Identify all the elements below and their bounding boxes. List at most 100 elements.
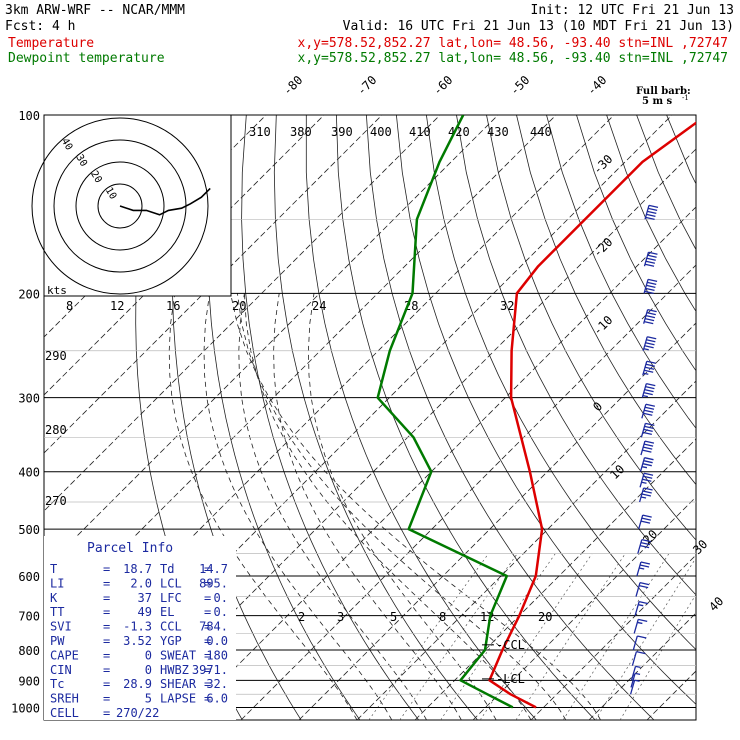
hodograph-frame bbox=[43, 114, 232, 297]
barb-legend-title: Full barb: bbox=[636, 86, 691, 97]
isotherm-label: -60 bbox=[430, 73, 455, 98]
parcel-equals: = bbox=[204, 605, 211, 619]
moist-adiabat bbox=[237, 293, 567, 720]
parcel-label: LAPSE bbox=[160, 692, 196, 706]
wind-barb bbox=[641, 383, 656, 398]
mixing-ratio-line bbox=[619, 593, 696, 720]
wind-barb-flag bbox=[645, 386, 655, 390]
parcel-value: 0. bbox=[214, 591, 228, 605]
wind-barb bbox=[630, 672, 641, 688]
mixing-ratio-line bbox=[515, 553, 626, 720]
dry-adiabat bbox=[697, 115, 740, 720]
hodograph-ring bbox=[97, 183, 143, 229]
parcel-label: CIN bbox=[50, 663, 72, 677]
wind-barb-staff bbox=[634, 601, 640, 616]
parcel-info-title: Parcel Info bbox=[87, 541, 173, 556]
wind-barb-flag bbox=[643, 443, 654, 447]
parcel-equals: = bbox=[204, 591, 211, 605]
parcel-equals: = bbox=[103, 605, 110, 619]
dry-adiabat bbox=[241, 115, 420, 720]
wind-barb bbox=[637, 538, 651, 554]
isotherm bbox=[44, 115, 557, 628]
wind-barb-flag bbox=[641, 538, 651, 543]
parcel-value: 0 bbox=[145, 663, 152, 677]
wind-barb bbox=[642, 360, 656, 376]
wind-barb-flag bbox=[647, 309, 657, 313]
parcel-value: 0. bbox=[214, 605, 228, 619]
mixing-ratio-line bbox=[562, 553, 670, 720]
temperature-profile bbox=[488, 121, 696, 709]
pressure-labels: 100 200 300 400 500 600 700 800 900 1000 bbox=[11, 109, 40, 715]
parcel-label: HWBZ bbox=[160, 663, 189, 677]
parcel-value: 5 bbox=[145, 692, 152, 706]
mixing-ratio-label: 20 bbox=[232, 299, 246, 313]
wind-barb-flag bbox=[639, 581, 650, 586]
parcel-label: SHEAR bbox=[160, 677, 197, 691]
wind-barb bbox=[640, 422, 655, 438]
wind-barb-flag bbox=[643, 412, 653, 416]
wind-barb-half-flag bbox=[639, 567, 645, 570]
moist-adiabat bbox=[273, 293, 462, 720]
isotherm-label: 40 bbox=[706, 594, 726, 614]
wind-barb-flag bbox=[645, 260, 656, 264]
forecast-hour: Fcst: 4 h bbox=[5, 19, 75, 34]
dry-adiabat bbox=[546, 115, 696, 429]
moist-adiabat bbox=[307, 293, 497, 720]
wind-barb bbox=[643, 309, 657, 325]
pressure-label-800: 800 bbox=[18, 644, 40, 658]
hodograph-ring bbox=[75, 161, 165, 251]
wind-barb-staff bbox=[636, 561, 642, 577]
moist-adiabat bbox=[230, 293, 601, 720]
wind-barb-staff bbox=[629, 680, 636, 695]
isotherm bbox=[44, 115, 383, 454]
theta-label-top: 430 bbox=[487, 125, 509, 139]
wind-barb-flag bbox=[641, 517, 651, 521]
hodograph-ring-label: 40 bbox=[59, 136, 75, 152]
mixing-ratio-label: 32 bbox=[500, 299, 514, 313]
wind-barb-half-flag bbox=[641, 481, 647, 484]
dry-adiabat bbox=[207, 115, 361, 720]
wind-barb bbox=[631, 650, 646, 666]
mixing-ratio-label: 8 bbox=[66, 299, 73, 313]
pressure-label-900: 900 bbox=[18, 674, 40, 688]
parcel-value-cell: 270/22 bbox=[116, 706, 159, 720]
wind-barbs bbox=[629, 204, 659, 695]
wind-barb-flag bbox=[641, 493, 652, 497]
wind-barb-staff bbox=[635, 582, 641, 597]
wind-barb-staff bbox=[631, 651, 638, 666]
wind-barb-flag bbox=[645, 287, 655, 291]
parcel-equals: = bbox=[103, 692, 110, 706]
isotherm bbox=[44, 115, 499, 570]
wind-barb-flag bbox=[643, 475, 653, 479]
wind-barb bbox=[638, 514, 652, 530]
parcel-info-background bbox=[44, 536, 236, 720]
parcel-equals: = bbox=[103, 663, 110, 677]
wind-barb-flag bbox=[644, 366, 655, 370]
pressure-label-600: 600 bbox=[18, 570, 40, 584]
parcel-equals: = bbox=[103, 677, 110, 691]
wind-barb bbox=[635, 581, 650, 597]
isotherm bbox=[240, 264, 696, 720]
wind-barb-flag bbox=[644, 321, 654, 325]
dry-adiabat bbox=[426, 115, 696, 651]
dry-adiabat bbox=[396, 115, 696, 705]
wind-barb-flag bbox=[645, 342, 655, 346]
wind-barb-flag bbox=[644, 406, 655, 410]
isotherm-label: 20 bbox=[640, 527, 660, 547]
wind-barb-staff bbox=[640, 423, 647, 438]
init-time: Init: 12 UTC Fri 21 Jun 13 bbox=[531, 3, 735, 18]
level-annotation-lcl: -LCL bbox=[496, 672, 525, 686]
wind-barb bbox=[643, 278, 658, 294]
model-title: 3km ARW-WRF -- NCAR/MMM bbox=[5, 3, 185, 18]
mixing-ratio-label: 24 bbox=[312, 299, 326, 313]
wind-barb-flag bbox=[646, 312, 656, 316]
parcel-value: 18.7 bbox=[123, 562, 152, 576]
parcel-equals: = bbox=[204, 692, 211, 706]
wind-barb-flag bbox=[643, 487, 653, 491]
wind-barb-staff bbox=[640, 440, 646, 456]
wind-barb-flag bbox=[646, 213, 656, 217]
parcel-info-panel: Parcel Info T = 18.7 Td =14.7LI = 2.0 LCL =895.K… bbox=[44, 536, 236, 720]
wind-barb-staff bbox=[641, 404, 647, 419]
